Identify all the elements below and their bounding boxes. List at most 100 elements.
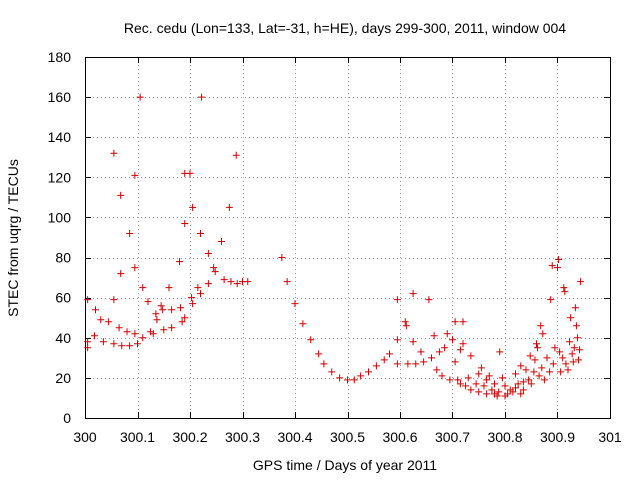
data-point — [386, 350, 393, 358]
data-point — [401, 318, 409, 326]
data-point — [560, 284, 568, 292]
y-tick-label: 60 — [55, 290, 71, 306]
data-point — [435, 348, 443, 356]
x-tick-label: 300.2 — [172, 429, 207, 445]
data-point — [181, 314, 189, 322]
data-point — [84, 338, 92, 346]
data-point — [320, 360, 328, 368]
data-point — [561, 288, 569, 296]
data-point — [160, 326, 168, 334]
data-point — [576, 346, 584, 354]
data-point — [517, 390, 525, 398]
data-point — [225, 203, 233, 211]
x-tick-label: 300 — [73, 429, 97, 445]
data-point — [181, 219, 189, 227]
data-point — [315, 350, 323, 358]
data-point — [152, 310, 160, 318]
data-point — [483, 376, 491, 384]
data-point — [538, 364, 546, 372]
data-point — [554, 264, 561, 272]
x-tick-label: 300.3 — [225, 429, 260, 445]
data-point — [84, 296, 92, 304]
data-point — [291, 300, 299, 308]
data-point — [157, 302, 165, 310]
data-point — [131, 330, 139, 338]
data-point — [571, 304, 579, 312]
data-point — [548, 262, 556, 270]
x-tick-label: 300.7 — [435, 429, 470, 445]
data-point — [344, 376, 351, 384]
data-point — [512, 384, 519, 392]
grid-lines — [85, 57, 610, 418]
data-point — [90, 332, 98, 340]
data-point — [454, 376, 462, 384]
x-tick-labels: 300 300.1 300.2 300.3 300.4 300.5 300.6 300.7 30… — [73, 429, 622, 445]
data-point — [572, 322, 580, 330]
data-point — [535, 372, 543, 380]
data-point — [539, 330, 547, 338]
data-point — [493, 392, 501, 400]
data-point — [477, 364, 485, 372]
data-point — [438, 372, 446, 380]
data-point — [430, 332, 438, 340]
data-point — [498, 374, 506, 382]
chart-title: Rec. cedu (Lon=133, Lat=-31, h=HE), days… — [124, 20, 566, 36]
data-point — [540, 376, 548, 384]
data-point — [131, 171, 139, 179]
data-point — [227, 278, 235, 286]
data-point — [459, 318, 467, 326]
data-point — [549, 360, 557, 368]
data-point — [393, 296, 401, 304]
data-point — [443, 330, 451, 338]
data-point — [126, 342, 134, 350]
data-point — [570, 344, 578, 352]
data-point — [522, 366, 530, 374]
data-point — [551, 344, 559, 352]
data-point — [425, 296, 433, 304]
data-point — [557, 368, 565, 376]
data-point — [575, 356, 582, 364]
data-point — [197, 290, 204, 298]
data-point — [404, 360, 412, 368]
data-point — [139, 284, 147, 292]
x-tick-label: 300.8 — [487, 429, 522, 445]
data-point — [97, 316, 105, 324]
data-point — [365, 368, 372, 376]
x-tick-label: 300.1 — [120, 429, 155, 445]
data-point — [168, 306, 176, 314]
data-point — [568, 350, 576, 358]
data-point — [504, 390, 512, 398]
data-point — [556, 348, 564, 356]
data-point — [136, 93, 144, 101]
data-point — [402, 322, 410, 330]
data-point — [533, 340, 540, 348]
data-point — [134, 340, 141, 348]
data-point — [543, 354, 551, 362]
data-points — [84, 93, 585, 400]
x-tick-label: 300.5 — [330, 429, 365, 445]
data-point — [110, 340, 118, 348]
y-tick-label: 0 — [63, 410, 71, 426]
data-point — [177, 304, 185, 312]
data-point — [178, 318, 186, 326]
x-axis-label: GPS time / Days of year 2011 — [253, 457, 437, 473]
data-point — [188, 294, 196, 302]
y-tick-label: 100 — [48, 209, 72, 225]
data-point — [211, 268, 219, 276]
data-point — [194, 284, 202, 292]
data-point — [467, 352, 475, 360]
data-point — [186, 169, 194, 177]
y-tick-label: 140 — [48, 129, 72, 145]
data-point — [451, 358, 459, 366]
data-point — [488, 386, 496, 394]
data-point — [534, 344, 542, 352]
data-point — [527, 380, 535, 388]
data-point — [336, 374, 344, 382]
y-tick-label: 20 — [55, 370, 71, 386]
data-point — [441, 344, 449, 352]
data-point — [159, 306, 167, 314]
data-point — [512, 370, 519, 378]
data-point — [530, 368, 538, 376]
data-point — [117, 191, 125, 199]
